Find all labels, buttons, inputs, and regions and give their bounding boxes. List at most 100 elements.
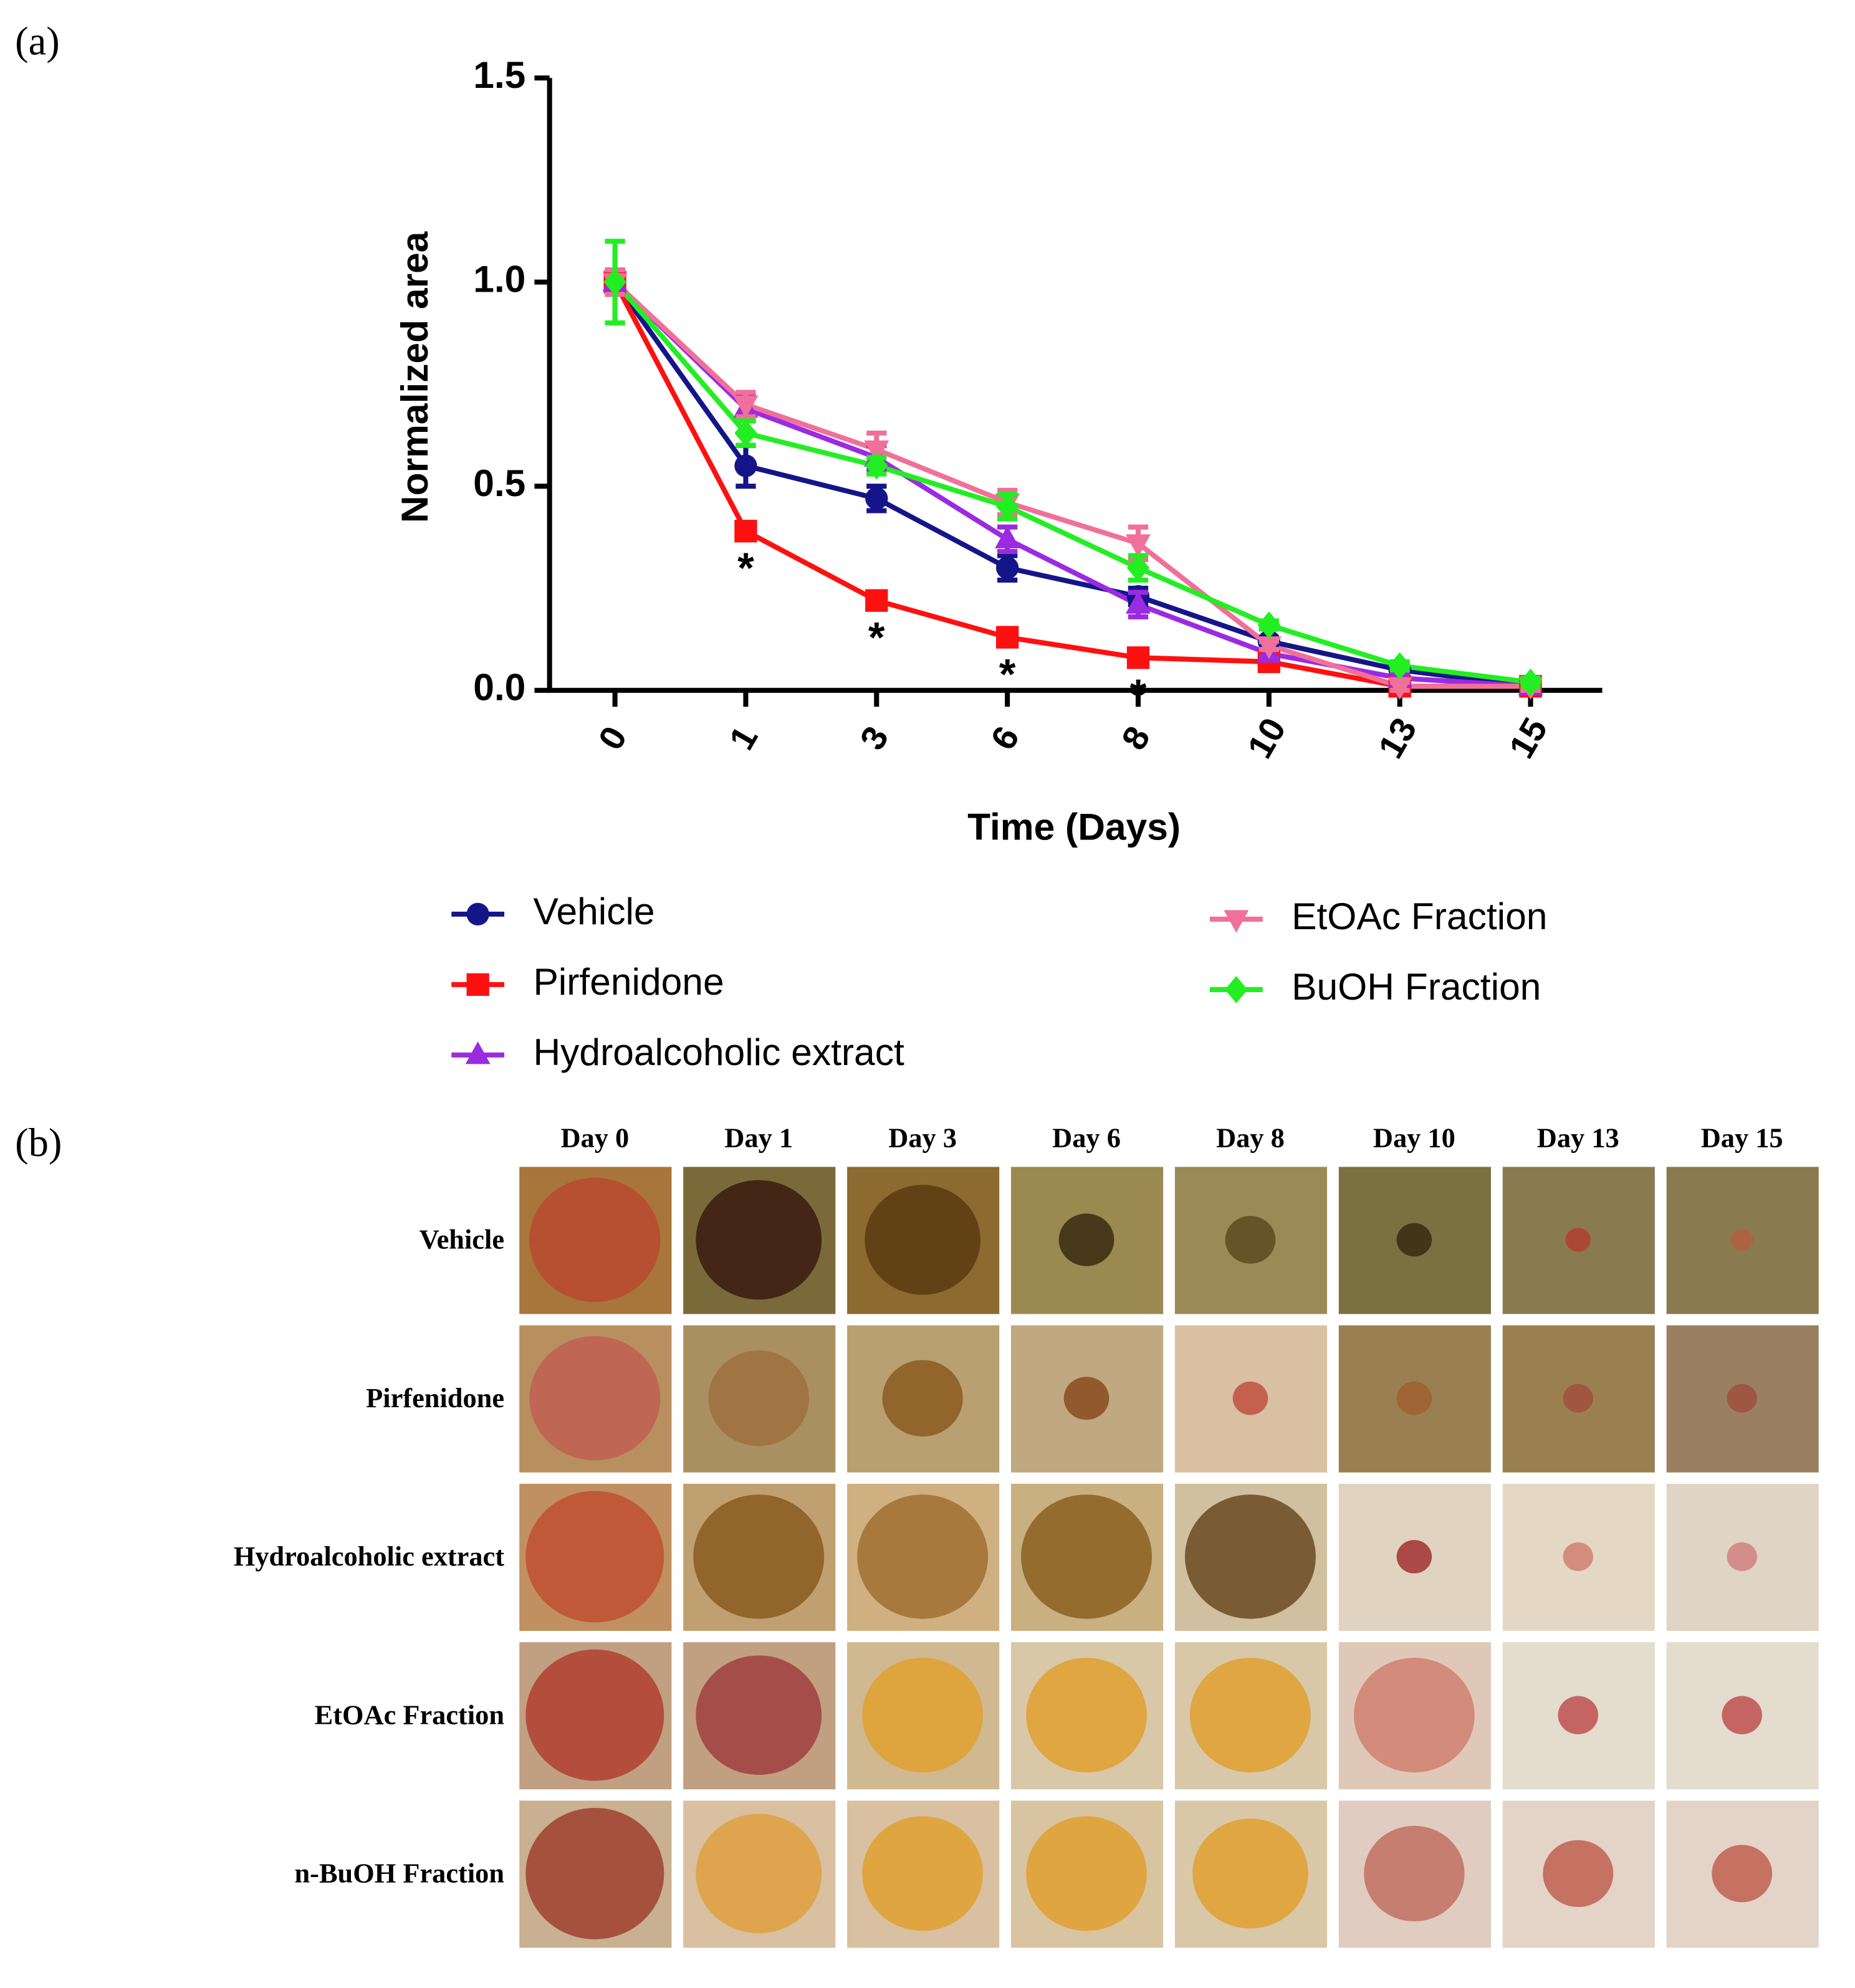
wound [693, 1494, 825, 1619]
marker [1126, 554, 1150, 581]
wound [525, 1649, 664, 1781]
legend-label: BuOH Fraction [1292, 965, 1541, 1008]
legend-label: Vehicle [533, 890, 654, 932]
series-line [613, 280, 1531, 689]
marker [995, 493, 1019, 520]
wound [525, 1491, 664, 1623]
marker [1257, 611, 1280, 639]
column-label: Day 1 [724, 1122, 793, 1153]
wound [882, 1360, 963, 1437]
series-line [613, 280, 1531, 685]
wound [1563, 1383, 1593, 1413]
x-tick-label: 8 [1114, 720, 1158, 757]
y-tick-label: 1.0 [473, 258, 525, 300]
row-label: Vehicle [419, 1224, 504, 1255]
wound [708, 1350, 809, 1446]
column-label: Day 8 [1216, 1122, 1285, 1153]
wound [1364, 1825, 1465, 1922]
wound [529, 1336, 661, 1461]
wound [1185, 1494, 1316, 1619]
wound [1396, 1381, 1432, 1415]
marker [1125, 534, 1151, 557]
column-label: Day 0 [560, 1122, 629, 1153]
marker [603, 268, 626, 296]
wound [1396, 1223, 1432, 1257]
annotation: * [868, 613, 885, 661]
wound [1354, 1658, 1475, 1773]
legend-label: Hydroalcoholic extract [533, 1031, 904, 1073]
x-tick-label: 6 [983, 720, 1027, 757]
wound [1730, 1229, 1753, 1251]
y-tick-label: 0.5 [473, 462, 525, 504]
marker [995, 626, 1019, 649]
row-label: Hydroalcoholic extract [234, 1541, 504, 1572]
row-label: EtOAc Fraction [315, 1699, 504, 1730]
marker [864, 440, 889, 464]
legend-label: Pirfenidone [533, 960, 724, 1003]
wound [529, 1177, 661, 1302]
marker [1225, 976, 1248, 1003]
x-tick-label: 13 [1371, 711, 1424, 765]
x-tick-label: 1 [721, 720, 765, 757]
wound [857, 1494, 989, 1619]
wound [862, 1658, 983, 1773]
marker [1256, 636, 1282, 659]
series-line [613, 280, 1531, 689]
marker [733, 395, 759, 418]
marker [1387, 677, 1412, 700]
panel-label: (a) [15, 18, 60, 64]
y-tick-label: 1.5 [473, 54, 525, 96]
column-label: Day 6 [1052, 1122, 1121, 1153]
wound [1026, 1816, 1147, 1931]
wound [696, 1180, 822, 1300]
marker [466, 902, 489, 926]
x-axis-label: Time (Days) [967, 806, 1181, 848]
wound [696, 1814, 822, 1934]
wound [1058, 1213, 1114, 1266]
marker [1224, 910, 1249, 933]
wound [862, 1816, 983, 1931]
annotation: * [1130, 671, 1147, 719]
wound [1563, 1542, 1593, 1571]
legend-label: EtOAc Fraction [1292, 895, 1547, 937]
wound [1722, 1696, 1762, 1734]
wound [1021, 1494, 1152, 1619]
marker [865, 589, 888, 612]
wound [1190, 1658, 1311, 1773]
row-label: Pirfenidone [366, 1382, 504, 1413]
x-tick-label: 15 [1502, 711, 1555, 765]
series-line [613, 280, 1531, 689]
wound [1712, 1845, 1773, 1903]
marker [995, 557, 1019, 580]
column-label: Day 15 [1701, 1122, 1783, 1153]
marker [865, 452, 888, 480]
wound [1558, 1696, 1599, 1734]
wound [1192, 1818, 1308, 1929]
wound [696, 1655, 822, 1775]
wound [1225, 1216, 1276, 1264]
panel-label: (b) [15, 1120, 62, 1165]
marker [465, 1041, 491, 1064]
y-axis-label: Normalized area [393, 231, 436, 523]
marker [734, 419, 757, 447]
marker [466, 973, 489, 996]
x-tick-label: 10 [1240, 711, 1293, 765]
marker [1519, 668, 1542, 696]
wound [1232, 1381, 1268, 1415]
wound [1727, 1542, 1757, 1571]
wound [865, 1185, 980, 1295]
series-line [613, 280, 1531, 689]
marker [995, 525, 1020, 548]
marker [734, 520, 757, 543]
marker [865, 487, 888, 510]
annotation: * [999, 650, 1016, 698]
x-tick-label: 0 [590, 720, 634, 757]
x-tick-label: 3 [852, 720, 896, 757]
row-label: n-BuOH Fraction [295, 1858, 505, 1889]
wound [1727, 1383, 1757, 1413]
column-label: Day 13 [1537, 1122, 1619, 1153]
marker [1125, 591, 1151, 614]
wound [1063, 1377, 1110, 1420]
annotation: * [737, 544, 754, 592]
